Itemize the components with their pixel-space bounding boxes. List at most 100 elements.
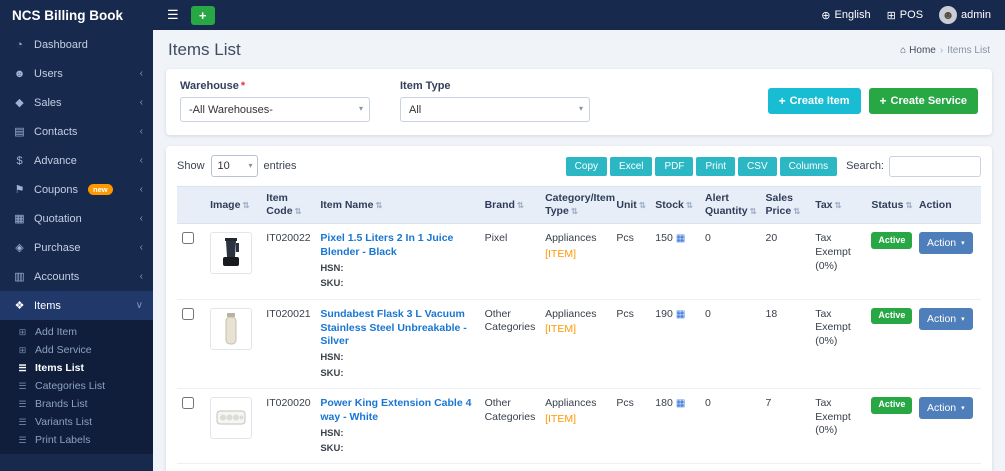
sidebar-item-purchase[interactable]: ◈ Purchase ‹ xyxy=(0,233,153,262)
sort-icon[interactable]: ⇅ xyxy=(834,199,842,210)
column-header-category-item-type[interactable]: Category/Item Type ⇅ xyxy=(540,185,615,225)
alert-quantity-cell: 0 xyxy=(699,299,761,389)
sort-icon[interactable]: ⇅ xyxy=(685,199,693,210)
breadcrumb-home[interactable]: ⌂ Home xyxy=(900,45,936,56)
alert-quantity-cell: 0 xyxy=(699,223,761,300)
sidebar-item-coupons[interactable]: ⚑ Coupons new ‹ xyxy=(0,175,153,204)
sidebar-item-label: Quotation xyxy=(34,212,82,225)
pos-link[interactable]: ⊞ POS xyxy=(887,9,923,22)
row-select-cell xyxy=(177,223,206,300)
sidebar-item-sales[interactable]: ◆ Sales ‹ xyxy=(0,88,153,117)
column-label: Tax xyxy=(815,198,833,211)
warehouse-select[interactable]: -All Warehouses- xyxy=(180,97,370,122)
menu-toggle-icon[interactable]: ☰ xyxy=(167,7,179,22)
export-columns-button[interactable]: Columns xyxy=(779,156,838,176)
item-name-link[interactable]: Sundabest Flask 3 L Vacuum Stainless Ste… xyxy=(320,307,467,348)
stock-detail-icon[interactable]: ▦ xyxy=(675,233,686,245)
sort-icon[interactable]: ⇅ xyxy=(294,206,302,217)
sort-icon[interactable]: ⇅ xyxy=(793,206,801,217)
sidebar-item-items[interactable]: ❖ Items ∨ xyxy=(0,291,153,320)
create-service-button[interactable]: + Create Service xyxy=(868,88,978,114)
column-header-alert-quantity[interactable]: Alert Quantity ⇅ xyxy=(699,185,761,225)
item-name-link[interactable]: Power King Extension Cable 4 way - White xyxy=(320,396,472,423)
item-type-select[interactable]: All xyxy=(400,97,590,122)
sidebar-subitem-items-list[interactable]: ☰ Items List xyxy=(0,359,153,377)
action-button[interactable]: Action ▾ xyxy=(918,307,973,330)
user-menu[interactable]: ☻ admin xyxy=(939,6,991,24)
action-cell: Action▾ xyxy=(913,463,981,471)
stock-detail-icon[interactable]: ▦ xyxy=(675,308,686,320)
search-input[interactable] xyxy=(889,155,981,177)
sidebar-item-quotation[interactable]: ▦ Quotation ‹ xyxy=(0,204,153,233)
sales-price-cell: 20 xyxy=(760,223,811,300)
export-print-button[interactable]: Print xyxy=(696,156,736,176)
sort-icon[interactable]: ⇅ xyxy=(749,206,757,217)
export-pdf-button[interactable]: PDF xyxy=(655,156,694,176)
action-button-label: Action xyxy=(926,401,957,414)
column-header-sales-price[interactable]: Sales Price ⇅ xyxy=(760,185,811,225)
language-switcher[interactable]: ⊕ English xyxy=(821,9,870,22)
column-header-brand[interactable]: Brand ⇅ xyxy=(479,185,541,225)
sidebar-subitem-variants-list[interactable]: ☰ Variants List xyxy=(0,413,153,431)
page-size-select[interactable]: 10 xyxy=(210,155,258,177)
alert-quantity-cell: 0 xyxy=(699,388,761,465)
item-sub-label: HSN: xyxy=(320,352,344,364)
item-name-link[interactable]: Pixel 1.5 Liters 2 In 1 Juice Blender - … xyxy=(320,232,454,259)
sort-icon[interactable]: ⇅ xyxy=(242,199,250,210)
sidebar-item-dashboard[interactable]: ◔ Dashboard xyxy=(0,30,153,59)
sidebar-subitem-label: Brands List xyxy=(35,398,88,410)
sidebar-subitem-categories-list[interactable]: ☰ Categories List xyxy=(0,377,153,395)
category-cell: Appliances [ITEM] xyxy=(540,388,612,465)
stock-detail-icon[interactable]: ▦ xyxy=(675,397,686,409)
warehouse-select-wrap: -All Warehouses- ▾ xyxy=(180,97,370,122)
sidebar-subitem-print-labels[interactable]: ☰ Print Labels xyxy=(0,431,153,449)
column-header-item-name[interactable]: Item Name ⇅ xyxy=(315,185,480,225)
sidebar-subitem-label: Print Labels xyxy=(35,434,91,446)
column-header-tax[interactable]: Tax ⇅ xyxy=(810,185,867,225)
brands-list-icon: ☰ xyxy=(18,398,27,409)
items-list-icon: ☰ xyxy=(18,362,27,373)
column-header-stock[interactable]: Stock ⇅ xyxy=(650,185,700,225)
contacts-icon: ▤ xyxy=(14,126,25,138)
flask-thumbnail xyxy=(210,307,253,350)
create-item-button[interactable]: + Create Item xyxy=(767,88,861,114)
brand-cell: Other Categories xyxy=(479,299,541,389)
column-header-status[interactable]: Status ⇅ xyxy=(866,185,914,225)
column-header-item-code[interactable]: Item Code ⇅ xyxy=(261,185,316,225)
status-cell: Active xyxy=(866,463,914,471)
print-labels-icon: ☰ xyxy=(18,434,27,445)
column-header-action[interactable]: Action xyxy=(913,185,981,225)
row-checkbox[interactable] xyxy=(182,232,194,245)
action-button[interactable]: Action ▾ xyxy=(918,232,973,255)
action-button[interactable]: Action ▾ xyxy=(918,396,973,419)
page-size-control: Show 10 ▾ entries xyxy=(177,155,297,177)
quick-add-button[interactable]: + xyxy=(190,5,215,25)
sidebar-subitem-add-item[interactable]: ⊞ Add Item xyxy=(0,323,153,341)
sidebar-item-label: Accounts xyxy=(34,270,80,283)
sidebar-subitem-label: Categories List xyxy=(35,380,106,392)
row-checkbox[interactable] xyxy=(182,396,194,409)
export-copy-button[interactable]: Copy xyxy=(565,156,608,176)
chevron-left-icon: ‹ xyxy=(139,242,143,253)
sort-icon[interactable]: ⇅ xyxy=(516,199,525,210)
sort-icon[interactable]: ⇅ xyxy=(375,199,383,210)
table-row: IT020019Dog Grooming (Full service)SAC:H… xyxy=(177,463,981,471)
column-header-image[interactable]: Image ⇅ xyxy=(205,185,262,225)
sidebar-item-advance[interactable]: $ Advance ‹ xyxy=(0,146,153,175)
row-checkbox[interactable] xyxy=(182,307,194,320)
sort-icon[interactable]: ⇅ xyxy=(570,206,578,217)
sort-icon[interactable]: ⇅ xyxy=(638,199,646,210)
sidebar-subitem-brands-list[interactable]: ☰ Brands List xyxy=(0,395,153,413)
avatar: ☻ xyxy=(939,6,958,24)
export-csv-button[interactable]: CSV xyxy=(738,156,777,176)
dashboard-icon: ◔ xyxy=(16,38,23,51)
column-header-unit[interactable]: Unit ⇅ xyxy=(611,185,651,225)
sort-icon[interactable]: ⇅ xyxy=(905,199,913,210)
export-excel-button[interactable]: Excel xyxy=(610,156,653,176)
item-name-cell: Sundabest Flask 3 L Vacuum Stainless Ste… xyxy=(315,299,480,389)
sidebar-item-contacts[interactable]: ▤ Contacts ‹ xyxy=(0,117,153,146)
sidebar-subitem-add-service[interactable]: ⊞ Add Service xyxy=(0,341,153,359)
sidebar-item-users[interactable]: ☻ Users ‹ xyxy=(0,59,153,88)
item-type-select-wrap: All ▾ xyxy=(400,97,590,122)
sidebar-item-accounts[interactable]: ▥ Accounts ‹ xyxy=(0,262,153,291)
